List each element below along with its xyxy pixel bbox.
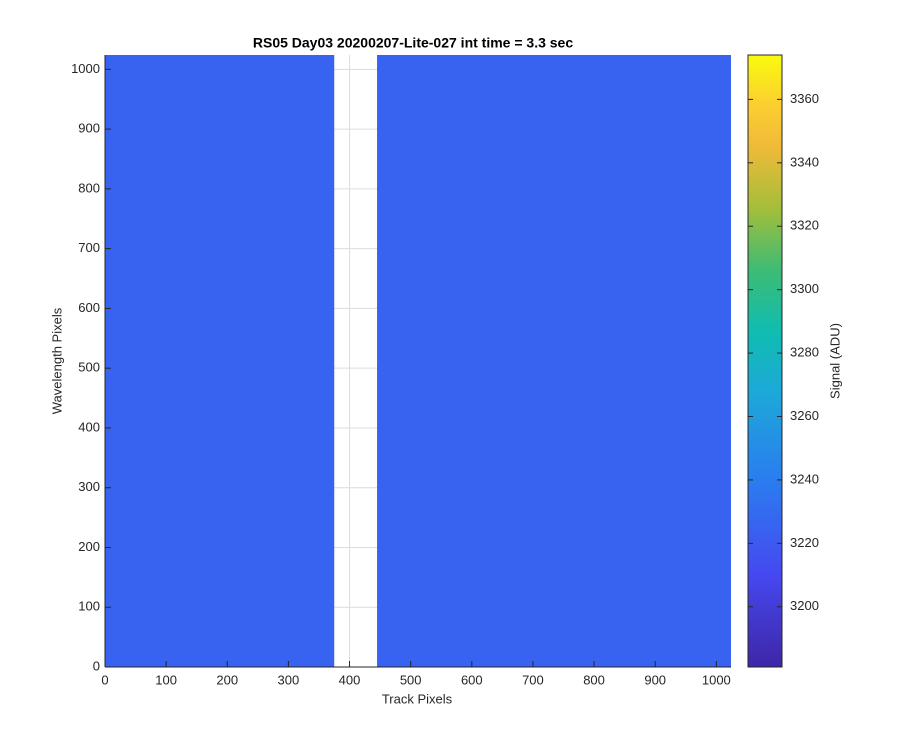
y-tick-label: 300	[78, 479, 100, 494]
colorbar-tick-label: 3280	[790, 345, 819, 360]
colorbar-tick-label: 3360	[790, 91, 819, 106]
x-tick-label: 600	[461, 672, 483, 687]
y-tick-label: 900	[78, 121, 100, 136]
y-axis-label: Wavelength Pixels	[49, 307, 64, 414]
y-tick-label: 500	[78, 360, 100, 375]
x-tick-label: 700	[522, 672, 544, 687]
x-axis-label: Track Pixels	[382, 691, 453, 706]
x-tick-label: 100	[155, 672, 177, 687]
x-tick-label: 200	[216, 672, 238, 687]
colorbar-tick-label: 3200	[790, 598, 819, 613]
y-tick-label: 100	[78, 599, 100, 614]
colorbar-tick-label: 3240	[790, 471, 819, 486]
y-tick-label: 700	[78, 240, 100, 255]
colorbar	[747, 54, 783, 668]
chart-title: RS05 Day03 20200207-Lite-027 int time = …	[253, 35, 573, 51]
x-tick-label: 800	[583, 672, 605, 687]
heatmap-cell	[377, 55, 731, 667]
colorbar-tick-label: 3260	[790, 408, 819, 423]
x-tick-label: 0	[101, 672, 108, 687]
colorbar-tick-label: 3320	[790, 218, 819, 233]
y-tick-label: 1000	[71, 61, 100, 76]
colorbar-label: Signal (ADU)	[827, 323, 842, 399]
x-tick-label: 400	[339, 672, 361, 687]
y-tick-label: 400	[78, 419, 100, 434]
heatmap-cell	[105, 55, 335, 667]
x-tick-label: 900	[644, 672, 666, 687]
y-tick-label: 800	[78, 180, 100, 195]
x-tick-label: 500	[400, 672, 422, 687]
x-tick-label: 1000	[702, 672, 731, 687]
y-tick-label: 0	[93, 658, 100, 673]
colorbar-tick-label: 3340	[790, 154, 819, 169]
y-tick-label: 600	[78, 300, 100, 315]
colorbar-tick-label: 3220	[790, 535, 819, 550]
y-tick-label: 200	[78, 539, 100, 554]
colorbar-tick-label: 3300	[790, 281, 819, 296]
x-tick-label: 300	[278, 672, 300, 687]
